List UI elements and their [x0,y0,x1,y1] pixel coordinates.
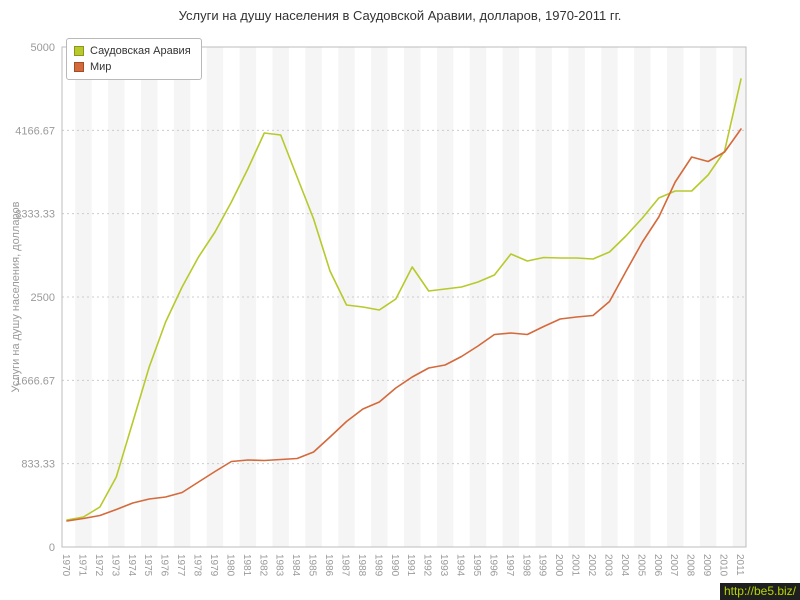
x-tick-label: 1981 [241,554,252,577]
plot-band [338,47,355,547]
x-tick-label: 1997 [504,554,515,577]
x-tick-label: 1973 [109,554,120,577]
x-tick-label: 1985 [307,554,318,577]
x-tick-label: 2005 [635,554,646,577]
legend-swatch-saudi-arabia [74,46,84,56]
watermark-link[interactable]: http://be5.biz/ [719,583,800,600]
y-tick-label: 4166.67 [15,125,55,137]
legend-item-world: Мир [74,59,191,75]
x-tick-label: 1970 [60,554,71,577]
x-tick-label: 1979 [208,554,219,577]
plot-band [436,47,454,547]
y-tick-label: 3333.33 [15,209,55,221]
plot-band [601,47,618,547]
x-tick-label: 1994 [455,554,466,577]
chart-title: Услуги на душу населения в Саудовской Ар… [178,8,622,23]
legend-swatch-world [74,62,84,72]
legend-label-saudi-arabia: Саудовская Аравия [90,45,191,57]
series-line-1 [66,128,742,522]
x-tick-label: 2009 [701,554,712,577]
legend-item-saudi-arabia: Саудовская Аравия [74,43,191,59]
x-tick-label: 1991 [405,554,416,577]
x-tick-label: 1977 [175,554,186,577]
x-tick-label: 1972 [93,554,104,577]
x-tick-label: 2001 [570,554,581,577]
x-tick-label: 1989 [372,554,383,577]
y-tick-label: 2500 [31,292,55,304]
x-tick-label: 1986 [323,554,334,577]
x-tick-label: 1978 [192,554,203,577]
x-tick-label: 1998 [520,554,531,577]
legend-label-world: Мир [90,61,112,73]
y-tick-label: 0 [49,542,55,554]
x-tick-label: 2010 [718,554,729,577]
x-tick-label: 1999 [537,554,548,577]
x-tick-label: 1995 [471,554,482,577]
plot-band [667,47,684,547]
x-tick-label: 1974 [126,554,137,577]
plot-area-border [61,46,747,548]
plot-band [206,47,224,547]
x-tick-label: 1990 [389,554,400,577]
legend: Саудовская Аравия Мир [66,38,202,80]
plot-band [140,47,158,547]
x-tick-label: 2011 [734,554,745,576]
series-line-0 [66,78,742,521]
x-tick-label: 1982 [257,554,268,577]
plot-band [502,47,520,547]
plot-band [732,47,746,547]
x-tick-label: 1971 [76,554,87,577]
plot-band [108,47,125,547]
x-tick-label: 1988 [356,554,367,577]
x-tick-label: 2000 [553,554,564,577]
x-tick-label: 2003 [602,554,613,577]
plot-band [568,47,585,547]
plot-band [371,47,388,547]
x-tick-label: 1992 [422,554,433,577]
y-tick-label: 833.33 [21,459,55,471]
x-tick-label: 2008 [685,554,696,577]
x-tick-label: 1996 [487,554,498,577]
x-tick-label: 1987 [339,554,350,577]
x-tick-label: 1983 [274,554,285,577]
x-tick-label: 2004 [619,554,630,577]
plot-band [272,47,289,547]
x-tick-label: 1980 [224,554,235,577]
y-tick-label: 5000 [31,42,55,54]
x-tick-label: 2006 [652,554,663,577]
x-tick-label: 1975 [142,554,153,577]
x-tick-label: 2007 [668,554,679,577]
x-tick-label: 1976 [159,554,170,577]
x-tick-label: 1984 [290,554,301,577]
x-tick-label: 1993 [438,554,449,577]
x-tick-label: 2002 [586,554,597,577]
y-tick-label: 1666.67 [15,375,55,387]
y-axis-title: Услуги на душу населения, долларов [10,201,22,393]
